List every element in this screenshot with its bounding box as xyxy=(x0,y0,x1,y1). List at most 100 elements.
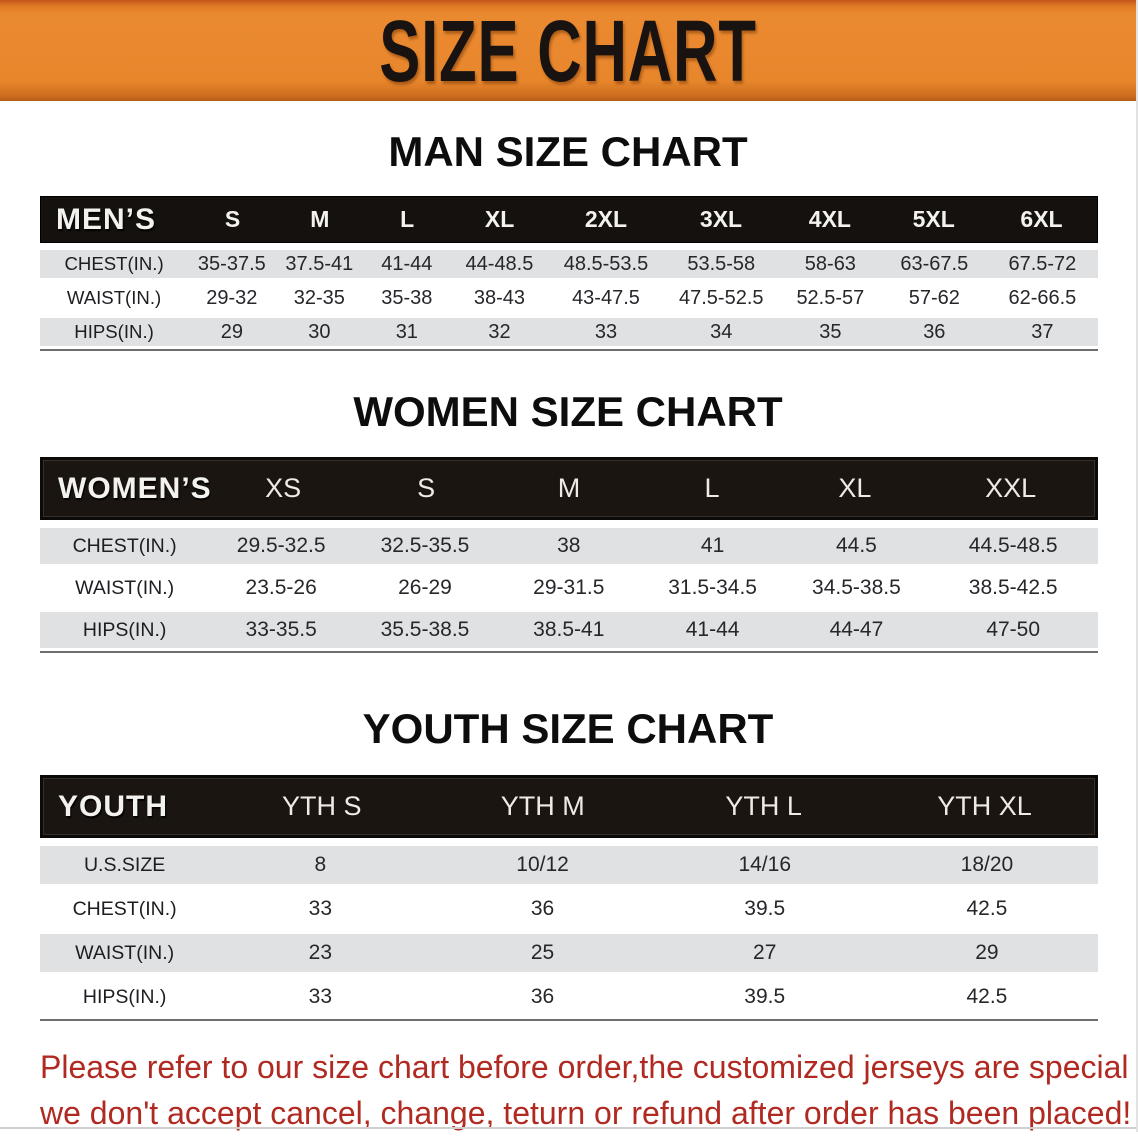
youth-size-chart-title: YOUTH SIZE CHART xyxy=(362,705,774,753)
size-value-cell: 31 xyxy=(395,320,418,343)
youth-table-name: YOUTH xyxy=(58,789,168,823)
youth-size-table: YOUTH YTH S YTH M YTH L YTH XL U.S.SIZE 8 10/12… xyxy=(40,775,1098,1022)
size-value-cell: 58-63 xyxy=(804,252,856,275)
size-column-header: YTH M xyxy=(500,791,585,822)
size-value-cell: 35.5-38.5 xyxy=(380,618,470,642)
size-value-cell: 29-32 xyxy=(206,286,258,309)
size-column-header: S xyxy=(417,473,436,504)
size-value-cell: 31.5-34.5 xyxy=(668,576,757,600)
women-header-row: WOMEN’S XS S M L XL XXL xyxy=(40,457,1098,521)
size-value-cell: 23.5-26 xyxy=(245,576,317,600)
measurement-row-label: WAIST(IN.) xyxy=(66,287,162,309)
size-value-cell: 57-62 xyxy=(908,286,960,309)
size-value-cell: 32-35 xyxy=(293,286,345,309)
measurement-row-label: WAIST(IN.) xyxy=(75,941,175,964)
men-data-row: WAIST(IN.) 29-32 32-35 35-38 38-43 43-47.5 47.… xyxy=(40,281,1098,316)
men-table-name: MEN’S xyxy=(56,202,157,236)
disclaimer-line-1: Please refer to our size chart before or… xyxy=(40,1049,1138,1086)
size-value-cell: 42.5 xyxy=(966,897,1008,921)
size-value-cell: 34 xyxy=(710,320,733,343)
size-value-cell: 30 xyxy=(308,320,331,343)
size-value-cell: 42.5 xyxy=(966,985,1008,1009)
size-column-header: XL xyxy=(838,473,872,504)
measurement-row-label: CHEST(IN.) xyxy=(72,534,177,557)
size-value-cell: 44.5-48.5 xyxy=(968,534,1058,558)
men-data-row: CHEST(IN.) 35-37.5 37.5-41 41-44 44-48.5 48.5… xyxy=(40,247,1098,282)
size-column-header: 2XL xyxy=(584,206,628,233)
size-value-cell: 10/12 xyxy=(516,853,569,877)
youth-header-row: YOUTH YTH S YTH M YTH L YTH XL xyxy=(40,775,1098,839)
size-value-cell: 35 xyxy=(819,320,842,343)
youth-data-row: CHEST(IN.) 33 36 39.5 42.5 xyxy=(40,887,1098,932)
size-value-cell: 26-29 xyxy=(398,576,452,600)
size-value-cell: 39.5 xyxy=(744,985,786,1009)
youth-data-row: WAIST(IN.) 23 25 27 29 xyxy=(40,931,1098,976)
size-value-cell: 37 xyxy=(1031,320,1054,343)
size-value-cell: 38-43 xyxy=(473,286,526,309)
women-data-row: CHEST(IN.) 29.5-32.5 32.5-35.5 38 41 44.5 44.5… xyxy=(40,525,1098,568)
size-column-header: L xyxy=(704,473,720,504)
size-value-cell: 23 xyxy=(308,941,333,965)
women-data-row: HIPS(IN.) 33-35.5 35.5-38.5 38.5-41 41-44 44-… xyxy=(40,609,1098,652)
women-data-row: WAIST(IN.) 23.5-26 26-29 29-31.5 31.5-34.5 34… xyxy=(40,567,1098,610)
size-value-cell: 39.5 xyxy=(744,897,786,921)
disclaimer-line-2: we don't accept cancel, change, teturn o… xyxy=(40,1095,1132,1132)
size-value-cell: 27 xyxy=(753,941,777,965)
measurement-row-label: WAIST(IN.) xyxy=(75,576,175,599)
size-value-cell: 35-38 xyxy=(381,286,433,309)
size-value-cell: 44.5 xyxy=(835,534,877,558)
youth-data-row: U.S.SIZE 8 10/12 14/16 18/20 xyxy=(40,843,1098,888)
size-chart-banner: SIZE CHART xyxy=(0,0,1136,101)
size-value-cell: 62-66.5 xyxy=(1008,286,1077,309)
measurement-row-label: CHEST(IN.) xyxy=(64,253,164,275)
size-value-cell: 41 xyxy=(700,534,725,558)
size-value-cell: 52.5-57 xyxy=(796,286,865,309)
size-value-cell: 32 xyxy=(488,320,511,343)
size-value-cell: 63-67.5 xyxy=(900,252,969,275)
size-column-header: XS xyxy=(265,473,302,504)
size-value-cell: 38.5-41 xyxy=(533,618,605,642)
size-column-header: 3XL xyxy=(699,206,743,233)
size-value-cell: 33 xyxy=(308,897,333,921)
size-value-cell: 34.5-38.5 xyxy=(812,576,901,600)
measurement-row-label: U.S.SIZE xyxy=(83,853,166,876)
size-value-cell: 53.5-58 xyxy=(687,252,756,275)
size-column-header: M xyxy=(557,473,581,504)
size-column-header: 6XL xyxy=(1020,206,1063,233)
size-value-cell: 48.5-53.5 xyxy=(563,252,649,275)
size-value-cell: 41-44 xyxy=(381,252,433,275)
size-column-header: YTH L xyxy=(725,791,802,822)
size-column-header: 4XL xyxy=(808,206,851,233)
youth-data-row: HIPS(IN.) 33 36 39.5 42.5 xyxy=(40,975,1098,1020)
size-value-cell: 36 xyxy=(530,897,555,921)
size-value-cell: 36 xyxy=(530,985,555,1009)
men-header-row: MEN’S S M L XL 2XL 3XL 4XL 5XL 6XL xyxy=(40,196,1098,244)
size-column-header: XXL xyxy=(985,473,1037,504)
bottom-divider xyxy=(0,1127,1136,1129)
size-value-cell: 29 xyxy=(220,320,243,343)
size-column-header: 5XL xyxy=(912,206,955,233)
size-value-cell: 43-47.5 xyxy=(572,286,640,309)
size-value-cell: 33 xyxy=(308,985,333,1009)
order-disclaimer: Please refer to our size chart before or… xyxy=(40,1044,1138,1136)
men-size-table: MEN’S S M L XL 2XL 3XL 4XL 5XL 6XL CHEST(IN.) 35-37… xyxy=(40,196,1098,352)
women-size-chart-title: WOMEN SIZE CHART xyxy=(353,388,783,436)
size-value-cell: 44-48.5 xyxy=(465,252,534,275)
size-value-cell: 38 xyxy=(557,534,581,558)
size-column-header: M xyxy=(310,206,330,233)
size-value-cell: 47.5-52.5 xyxy=(679,286,764,309)
size-value-cell: 25 xyxy=(530,941,555,965)
size-value-cell: 47-50 xyxy=(986,618,1041,642)
size-value-cell: 14/16 xyxy=(738,853,792,877)
size-value-cell: 35-37.5 xyxy=(197,252,266,275)
size-value-cell: 38.5-42.5 xyxy=(968,576,1058,600)
size-value-cell: 33 xyxy=(594,320,618,343)
size-value-cell: 8 xyxy=(314,853,327,877)
measurement-row-label: HIPS(IN.) xyxy=(82,618,167,641)
man-size-chart-title: MAN SIZE CHART xyxy=(388,128,748,175)
size-value-cell: 67.5-72 xyxy=(1008,252,1077,275)
size-column-header: XL xyxy=(484,206,515,233)
size-value-cell: 29 xyxy=(975,941,999,965)
size-column-header: S xyxy=(224,206,241,233)
size-value-cell: 33-35.5 xyxy=(245,618,317,642)
